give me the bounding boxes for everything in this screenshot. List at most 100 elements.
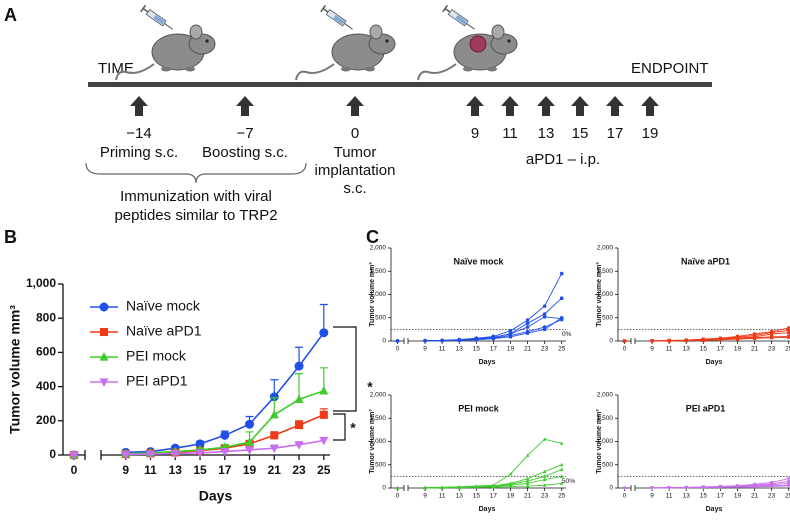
mouse-ear [492, 25, 504, 39]
event-day: 0 [351, 125, 359, 142]
arrow-up [236, 96, 254, 116]
x-tick-label: 13 [169, 463, 183, 477]
x-tick-label: 17 [717, 493, 725, 500]
mouse-ear [190, 25, 202, 39]
marker [543, 315, 547, 319]
x-tick-label: 21 [751, 346, 759, 353]
mouse-foot [185, 67, 195, 72]
event-day: 11 [502, 125, 518, 142]
marker [526, 318, 530, 322]
x-tick-label: 11 [666, 346, 673, 353]
x-tick-label: 19 [507, 346, 515, 353]
marker [319, 328, 328, 337]
chart-title: PEI aPD1 [686, 403, 726, 413]
syringe-plunger [323, 9, 328, 12]
event-day: 15 [572, 125, 589, 142]
y-tick-label: 0 [382, 338, 386, 345]
x-tick-label: 23 [541, 346, 549, 353]
x-tick-label: 9 [122, 463, 129, 477]
marker [220, 431, 229, 440]
x-tick-label: 17 [490, 493, 498, 500]
y-tick-label: 400 [36, 379, 56, 393]
y-tick-label: 1,000 [26, 276, 56, 290]
y-axis-label: Tumor volume mm³ [7, 305, 23, 434]
treatment-text: aPD1 – i.p. [526, 151, 600, 168]
x-tick-label: 11 [144, 463, 157, 477]
mouse-foot [341, 67, 351, 72]
brace [86, 163, 306, 183]
marker [100, 303, 109, 312]
marker [770, 336, 773, 339]
arrow-up [466, 96, 484, 116]
x-tick-label: 15 [473, 493, 481, 500]
x-tick-label: 25 [317, 463, 331, 477]
x-tick-label: 11 [666, 493, 673, 500]
syringe-icon [141, 5, 175, 32]
event-day: 13 [538, 125, 555, 142]
marker [560, 467, 564, 470]
x-tick-label: 13 [456, 493, 464, 500]
threshold-label: 50% [562, 478, 575, 485]
syringe-needle [466, 23, 474, 29]
arrow-up [537, 96, 555, 116]
mouse-icon [418, 5, 517, 80]
marker [509, 335, 513, 339]
significance-bracket [333, 327, 356, 411]
x-tick-label: 13 [456, 346, 464, 353]
event-label: s.c. [343, 180, 366, 197]
marker [543, 304, 547, 308]
immunization-text: peptides similar to TRP2 [114, 207, 277, 224]
legend-label: Naïve mock [126, 298, 201, 314]
x-tick-label: 0 [396, 346, 400, 353]
x-tick-label: 19 [734, 346, 742, 353]
marker [319, 386, 328, 395]
x-tick-label: 17 [218, 463, 232, 477]
y-tick-label: 600 [36, 345, 56, 359]
y-tick-label: 0 [609, 338, 613, 345]
x-tick-label: 25 [785, 493, 790, 500]
y-tick-label: 2,000 [597, 245, 614, 252]
event-day: −7 [236, 125, 253, 142]
mouse-icon [296, 5, 395, 80]
event-label: Tumor [334, 144, 377, 161]
marker [543, 437, 547, 440]
event-label: Boosting s.c. [202, 144, 288, 161]
syringe-grip [443, 5, 448, 12]
x-axis-label: Days [199, 488, 233, 504]
chart-title: Naïve mock [453, 256, 504, 266]
x-tick-label: 19 [507, 493, 515, 500]
x-tick-label: 23 [768, 493, 776, 500]
arrow-up [130, 96, 148, 116]
marker [770, 332, 773, 335]
x-tick-label: 11 [439, 493, 446, 500]
x-tick-label: 0 [623, 346, 627, 353]
event-day: 9 [471, 125, 479, 142]
marker [440, 339, 444, 343]
mouse-ear [370, 25, 382, 39]
x-tick-label: 13 [683, 493, 691, 500]
x-tick-label: 21 [524, 493, 532, 500]
x-tick-label: 15 [700, 493, 708, 500]
mouse-tail [296, 64, 334, 80]
legend-label: PEI mock [126, 348, 187, 364]
marker [560, 463, 564, 466]
event-day: 17 [607, 125, 624, 142]
x-tick-label: 21 [751, 493, 759, 500]
x-tick-label: 13 [683, 346, 691, 353]
x-tick-label: 25 [558, 346, 566, 353]
x-axis-label: Days [706, 506, 723, 513]
mouse-foot [487, 67, 497, 72]
y-tick-label: 200 [36, 413, 56, 427]
mouse-eye [385, 39, 388, 42]
x-axis-label: Days [479, 359, 496, 366]
mouse-foot [161, 67, 171, 72]
x-axis-label: Days [706, 359, 723, 366]
timeline-end: ENDPOINT [631, 60, 709, 77]
panel-label: B [4, 227, 17, 247]
syringe-needle [344, 23, 352, 29]
marker [492, 337, 496, 341]
marker [245, 420, 254, 429]
arrow-up [641, 96, 659, 116]
timeline-bar [88, 82, 712, 87]
marker [320, 411, 328, 419]
